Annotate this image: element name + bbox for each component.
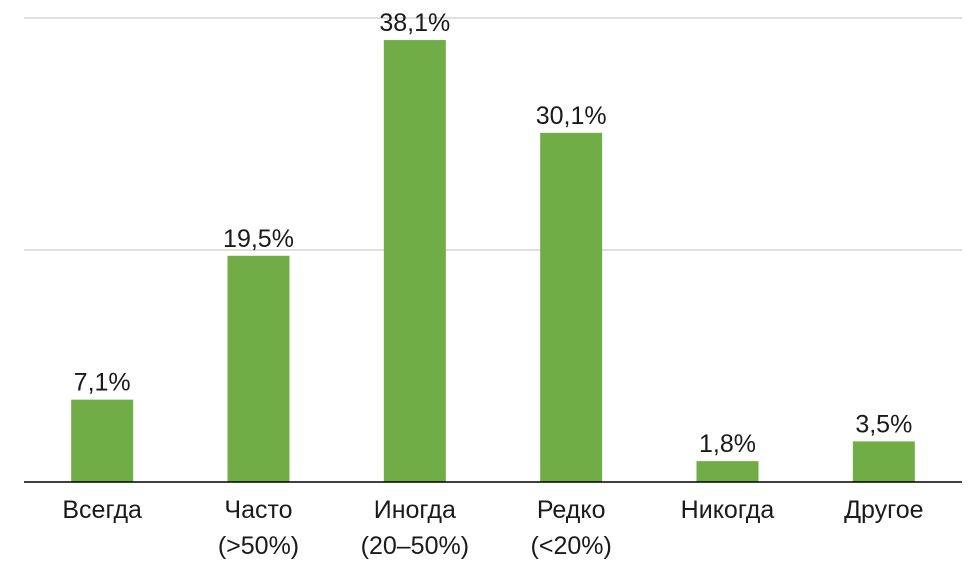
bar-0 [71, 399, 134, 482]
category-label-5: Другое [844, 496, 923, 524]
bar-1 [227, 255, 290, 482]
data-labels: 7,1% 19,5% 38,1% 30,1% 1,8% 3,5% [74, 9, 913, 458]
bar-2 [383, 40, 446, 482]
category-label-4: Никогда [681, 496, 775, 524]
gridlines [24, 17, 962, 251]
category-label-1-line-0: Часто [224, 496, 292, 524]
category-label-1-line-1: (>50%) [218, 532, 299, 560]
data-label-1: 19,5% [223, 225, 294, 253]
bar-3 [540, 132, 603, 482]
data-label-2: 38,1% [379, 9, 450, 37]
bar-5 [852, 441, 915, 482]
category-label-2-line-0: Иногда [374, 496, 456, 524]
bars [71, 40, 915, 482]
data-label-3: 30,1% [536, 102, 607, 130]
data-label-5: 3,5% [855, 410, 912, 438]
category-label-0: Всегда [62, 496, 142, 524]
category-label-3-line-0: Редко [537, 496, 606, 524]
data-label-4: 1,8% [699, 430, 756, 458]
bar-4 [696, 461, 759, 482]
data-label-0: 7,1% [74, 369, 131, 397]
category-label-2-line-1: (20–50%) [361, 532, 469, 560]
category-label-3-line-1: (<20%) [531, 532, 612, 560]
category-labels: Всегда Часто (>50%) Иногда (20–50%) Редко (<20… [62, 496, 923, 560]
